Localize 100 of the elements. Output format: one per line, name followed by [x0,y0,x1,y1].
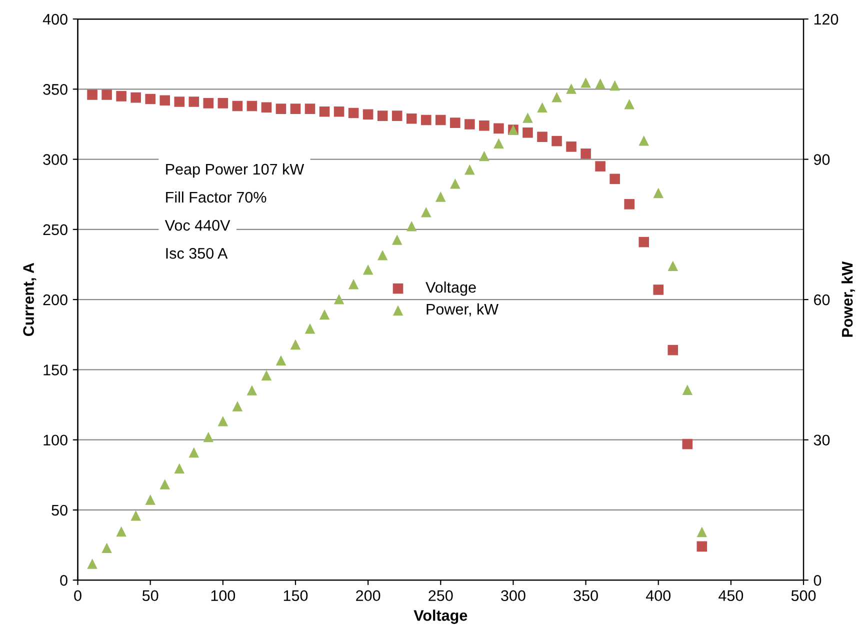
point [435,114,446,126]
point [668,344,678,356]
point [406,113,417,124]
point [668,260,678,272]
point [276,104,286,114]
point [464,119,475,130]
point [218,416,228,426]
y2-tick-label: 30 [814,434,830,446]
point [145,494,156,505]
point [522,127,533,138]
point [566,142,576,152]
point [377,250,388,260]
x-tick-label: 350 [574,590,598,602]
x-tick-label: 450 [718,590,744,602]
point [653,188,664,198]
point [319,106,330,117]
point [494,123,504,134]
point [464,164,475,175]
point [377,110,388,121]
point [188,447,200,458]
x-tick-label: 0 [74,590,82,602]
point [334,106,344,117]
point [392,110,402,121]
point [537,132,548,142]
y2-axis-title: Power, kW [842,261,855,337]
point [522,112,533,123]
point [334,294,344,304]
point [348,108,359,118]
point [362,264,374,275]
y-tick-label: 350 [43,84,68,95]
point [610,80,620,91]
point [479,150,490,162]
x-tick-label: 150 [284,590,308,602]
point [450,178,460,189]
point [203,98,214,108]
y-tick-label: 200 [43,294,68,306]
point [435,192,446,202]
point [595,161,606,172]
x-tick-label: 400 [646,590,671,602]
point [479,120,490,131]
point [87,558,98,569]
point [116,526,126,537]
point [232,401,243,412]
point [290,339,301,350]
point [494,138,504,149]
x-axis-title: Voltage [414,610,468,624]
point [624,98,634,110]
y-axis-title: Current, A [23,262,36,336]
y-tick-label: 0 [60,574,68,586]
point [638,135,650,146]
point [696,541,708,552]
y-tick-label: 300 [43,154,68,165]
point [420,114,432,126]
y-tick-label: 100 [44,434,68,446]
point [392,234,402,245]
point [610,174,620,184]
legend-label: Voltage [426,282,476,296]
point [203,432,214,442]
point [188,96,200,107]
point [638,236,650,248]
point [174,96,185,107]
x-tick-label: 100 [211,590,236,602]
point [420,206,432,218]
y2-tick-label: 60 [814,294,830,306]
point [261,370,272,380]
point [246,100,258,112]
point [130,510,141,521]
point [246,385,258,396]
point [406,221,417,232]
y-tick-label: 50 [52,504,68,516]
point [595,78,606,89]
point [232,100,243,112]
point [537,102,548,113]
point [276,355,286,366]
point [580,148,591,159]
point [682,438,693,450]
point [130,92,141,103]
point [102,542,112,553]
point [696,526,708,538]
y2-tick-label: 0 [814,574,822,586]
point [261,102,272,113]
point [145,94,156,104]
y-tick-label: 400 [42,14,68,25]
point [290,104,301,114]
x-tick-label: 500 [791,590,816,602]
point [160,479,170,490]
point [580,77,591,88]
x-tick-label: 300 [501,590,526,602]
point [102,90,112,100]
x-tick-label: 50 [142,590,158,602]
annotation: Peap Power 107 kW [166,163,304,178]
point [116,91,126,102]
point [682,384,693,395]
y-tick-label: 250 [43,224,68,236]
point [566,84,576,94]
point [218,98,228,108]
point [304,323,316,334]
annotation: Isc 350 A [166,248,228,259]
point [552,92,562,102]
x-tick-label: 200 [356,590,380,602]
